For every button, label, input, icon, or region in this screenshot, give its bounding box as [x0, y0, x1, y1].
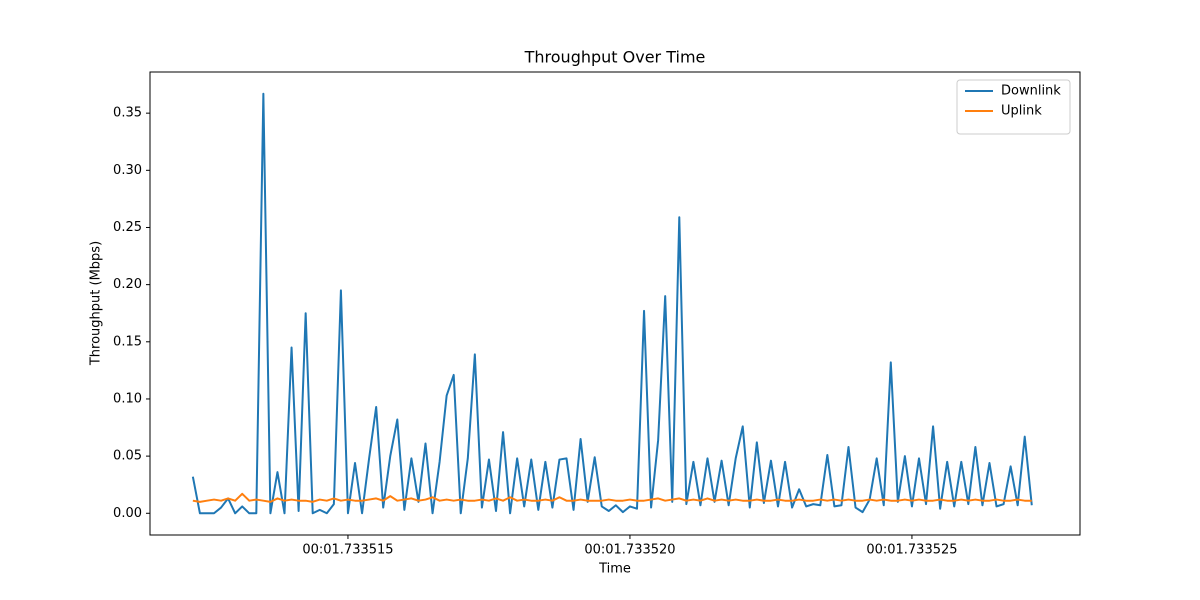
y-tick-label: 0.05 — [113, 449, 142, 464]
y-tick-label: 0.25 — [113, 220, 142, 235]
legend-box — [956, 79, 1071, 135]
series-line — [191, 92, 1033, 515]
x-tick-label: 00:01.733525 — [866, 543, 957, 558]
y-tick-label: 0.20 — [113, 277, 142, 292]
y-tick-label: 0.00 — [113, 506, 142, 521]
x-tick-label: 00:01.733515 — [302, 543, 393, 558]
y-tick-label: 0.35 — [113, 106, 142, 121]
y-tick-label: 0.15 — [113, 334, 142, 349]
chart-title: Throughput Over Time — [524, 48, 706, 67]
y-tick-label: 0.30 — [113, 163, 142, 178]
x-tick-label: 00:01.733520 — [584, 543, 675, 558]
y-tick-label: 0.10 — [113, 391, 142, 406]
legend-label: Downlink — [1001, 84, 1061, 99]
plot-frame — [149, 71, 1081, 536]
y-axis-label: Throughput (Mbps) — [89, 241, 104, 366]
x-axis-label: Time — [598, 562, 631, 577]
legend-label: Uplink — [1001, 104, 1042, 119]
series-line — [192, 492, 1032, 503]
